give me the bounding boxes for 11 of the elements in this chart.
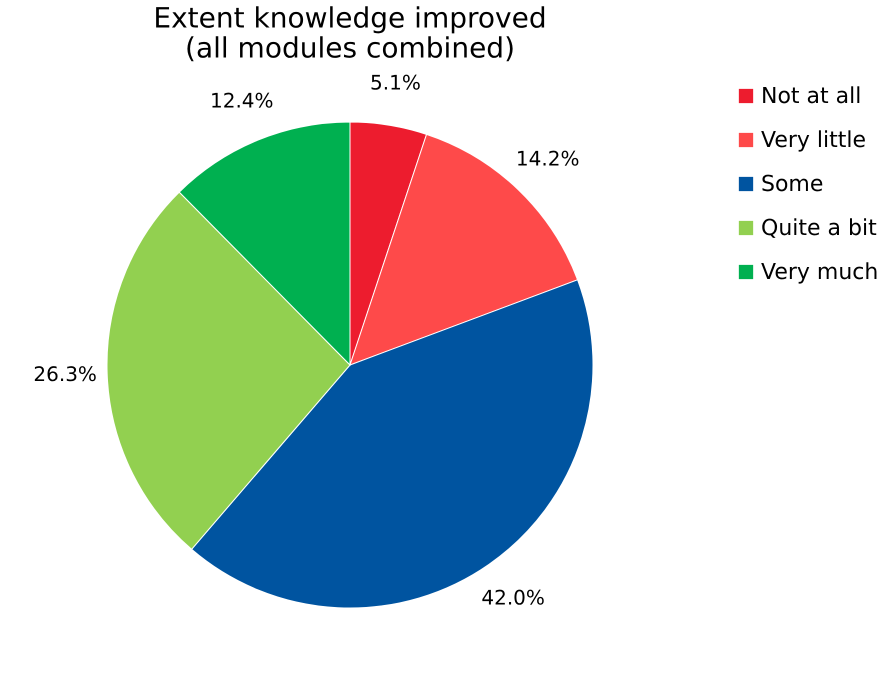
data-label: 12.4%: [210, 88, 274, 112]
legend-label: Not at all: [761, 84, 862, 109]
data-label: 26.3%: [33, 362, 97, 386]
legend-label: Very little: [761, 128, 866, 153]
legend-label: Very much: [761, 260, 878, 285]
legend-label: Quite a bit: [761, 216, 878, 241]
data-label: 5.1%: [370, 70, 421, 95]
chart-title: Extent knowledge improved (all modules combined): [153, 2, 547, 65]
data-label: 42.0%: [481, 586, 545, 610]
data-label: 14.2%: [516, 146, 580, 171]
legend-label: Some: [761, 172, 824, 197]
